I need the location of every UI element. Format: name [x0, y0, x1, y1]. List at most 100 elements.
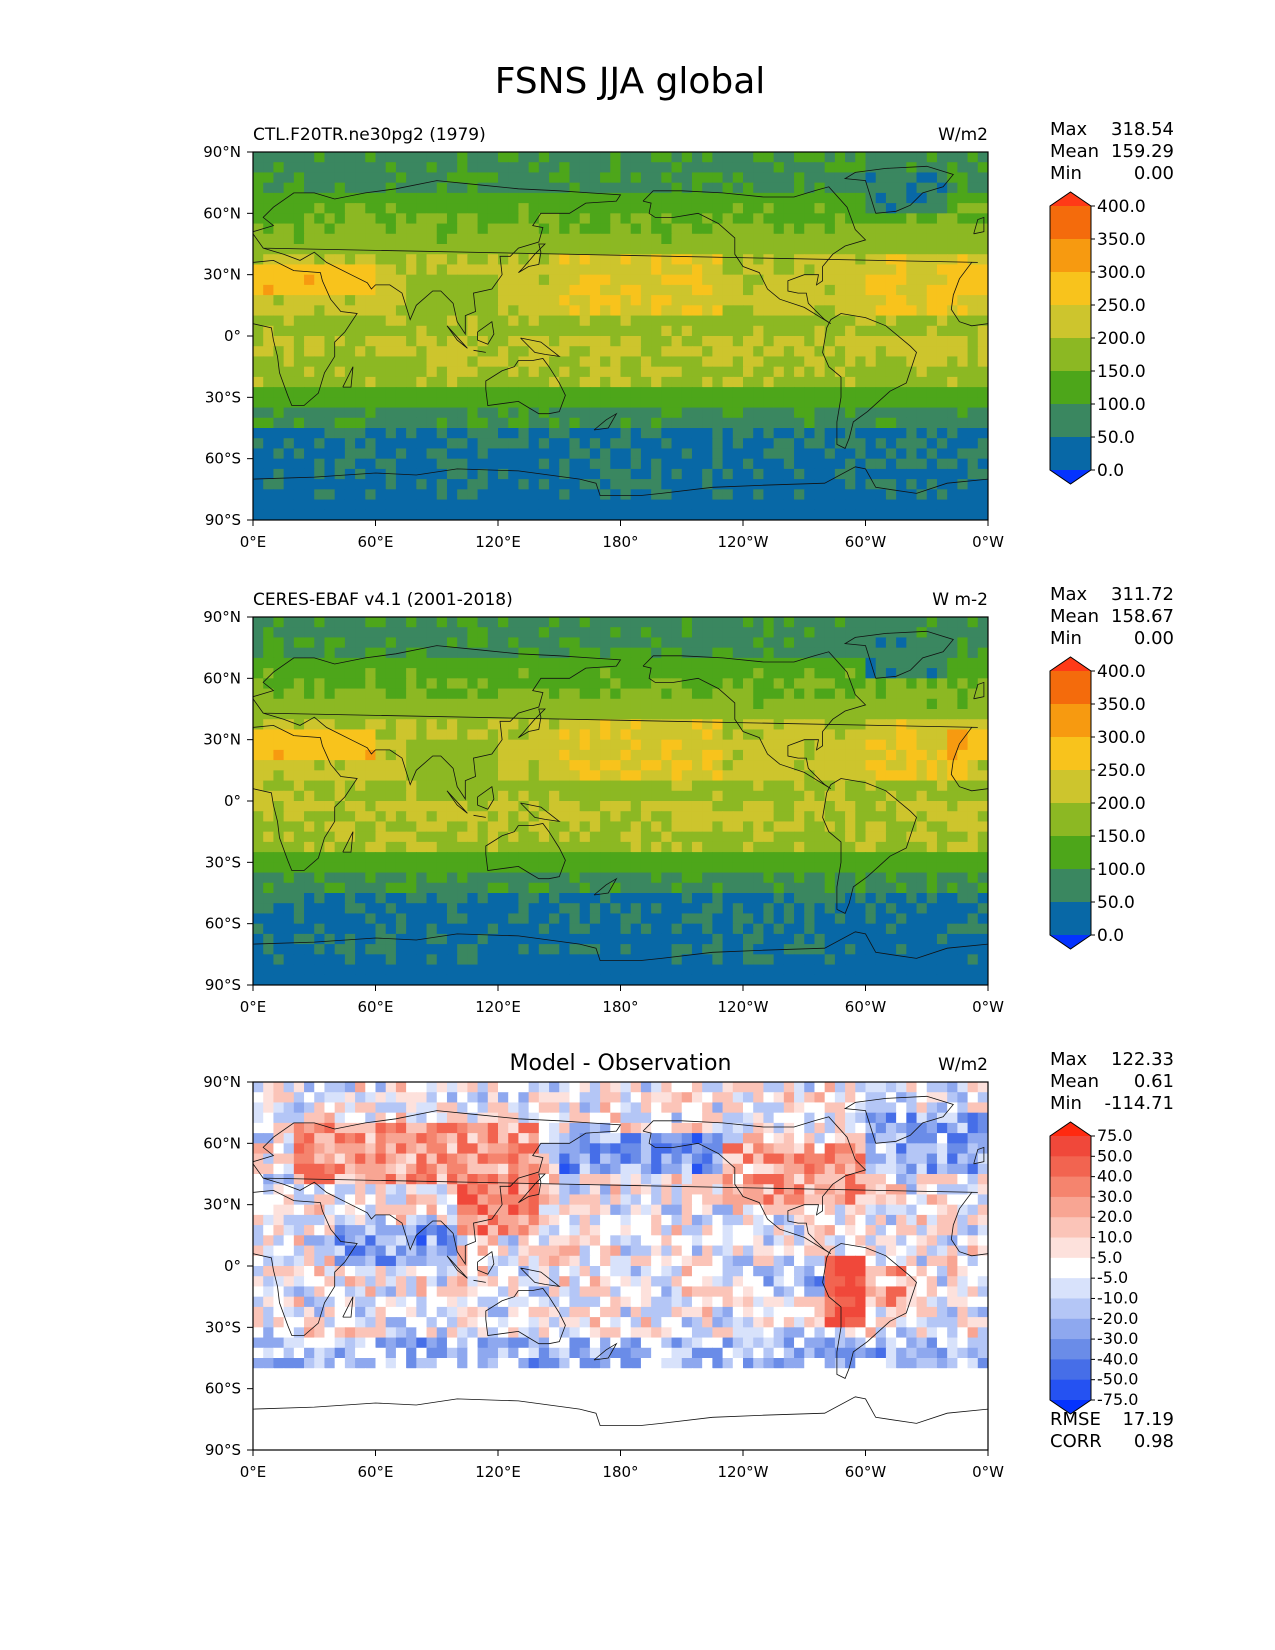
lon-tick-label: 60°W	[845, 998, 887, 1016]
lon-tick-label: 180°	[602, 533, 638, 551]
coastlines	[253, 630, 988, 961]
colorbar-band	[1050, 836, 1091, 870]
colorbar-band	[1050, 272, 1091, 306]
colorbar-extend-min	[1050, 470, 1091, 484]
lat-tick-label: 90°N	[203, 608, 241, 626]
colorbar-band	[1050, 1339, 1091, 1360]
lat-tick-label: 0°	[224, 1257, 241, 1275]
panel-model: CTL.F20TR.ne30pg2 (1979) W/m2 90°N 60°N 30°N…	[203, 119, 1174, 551]
colorbar-label: 100.0	[1097, 395, 1146, 415]
colorbar-label: 5.0	[1097, 1248, 1122, 1267]
colorbar-band	[1050, 437, 1091, 471]
colorbar-band	[1050, 1278, 1091, 1299]
colorbar-band	[1050, 206, 1091, 240]
colorbar-extend-min	[1050, 935, 1091, 949]
stat-label-mean: Mean	[1050, 606, 1099, 627]
panel-left-title: CERES-EBAF v4.1 (2001-2018)	[253, 590, 513, 610]
stat-label-min: Min	[1050, 628, 1082, 649]
lat-tick-label: 90°S	[205, 1441, 241, 1459]
lon-tick-label: 180°	[602, 1463, 638, 1481]
lon-tick-label: 60°W	[845, 533, 887, 551]
lat-tick-label: 90°N	[203, 1073, 241, 1091]
stat-label-max: Max	[1050, 119, 1088, 140]
colorbar-band	[1050, 338, 1091, 372]
colorbar-band	[1050, 1379, 1091, 1401]
lon-tick-label: 0°E	[240, 998, 267, 1016]
lat-tick-label: 60°N	[203, 204, 241, 222]
lon-tick-label: 60°E	[357, 1463, 393, 1481]
lon-tick-label: 120°W	[718, 533, 769, 551]
stat-label-min: Min	[1050, 163, 1082, 184]
colorbar-label: 50.0	[1097, 893, 1135, 913]
colorbar-label: 300.0	[1097, 263, 1146, 283]
colorbar-band	[1050, 1237, 1091, 1259]
lat-tick-label: 90°N	[203, 143, 241, 161]
stat-label-mean: Mean	[1050, 141, 1099, 162]
colorbar-band	[1050, 1217, 1091, 1239]
lat-tick-label: 60°N	[203, 1134, 241, 1152]
colorbar: 0.0 50.0 100.0 150.0 200.0 250.0 300.0 350.0 400…	[1049, 191, 1146, 485]
stat-value-mean: 0.61	[1134, 1071, 1174, 1092]
heatmap-field	[253, 152, 988, 520]
panel-left-title: CTL.F20TR.ne30pg2 (1979)	[253, 125, 486, 145]
colorbar-band	[1050, 404, 1091, 438]
lat-tick-label: 30°S	[205, 388, 241, 406]
lat-tick-label: 60°N	[203, 669, 241, 687]
coastlines	[253, 1095, 988, 1426]
colorbar-label: 50.0	[1097, 1146, 1133, 1165]
colorbar-label: 10.0	[1097, 1228, 1133, 1247]
colorbar-band	[1050, 305, 1091, 339]
colorbar-label: 75.0	[1097, 1126, 1133, 1145]
colorbar-label: 350.0	[1097, 695, 1146, 715]
lat-tick-label: 0°	[224, 792, 241, 810]
colorbar-band	[1050, 1359, 1091, 1381]
stat-value-min: 0.00	[1134, 163, 1174, 184]
lat-tick-label: 60°S	[205, 1380, 241, 1398]
stat-value-min: -114.71	[1105, 1093, 1174, 1114]
colorbar-band	[1050, 1257, 1091, 1279]
coastlines	[253, 165, 988, 496]
colorbar-label: 150.0	[1097, 827, 1146, 847]
stat-value-min: 0.00	[1134, 628, 1174, 649]
lat-tick-label: 30°N	[203, 731, 241, 749]
lon-tick-label: 0°W	[972, 998, 1004, 1016]
stat-label-mean: Mean	[1050, 1071, 1099, 1092]
panel-units: W/m2	[938, 1055, 988, 1075]
stat-label-max: Max	[1050, 1049, 1088, 1070]
colorbar-extend-max	[1050, 192, 1091, 206]
stat-value-max: 122.33	[1111, 1049, 1174, 1070]
colorbar-band	[1050, 671, 1091, 705]
lat-tick-label: 90°S	[205, 511, 241, 529]
lat-tick-label: 30°S	[205, 853, 241, 871]
lon-tick-label: 0°W	[972, 533, 1004, 551]
lat-tick-label: 60°S	[205, 915, 241, 933]
colorbar-band	[1050, 902, 1091, 936]
panel-observation: CERES-EBAF v4.1 (2001-2018) W m-2 90°N 60°N…	[203, 584, 1174, 1016]
colorbar-band	[1050, 704, 1091, 738]
lon-tick-label: 120°W	[718, 998, 769, 1016]
colorbar-label: -30.0	[1097, 1329, 1138, 1348]
colorbar-label: -10.0	[1097, 1288, 1138, 1307]
colorbar-extend-max	[1050, 1122, 1091, 1136]
colorbar-band	[1050, 869, 1091, 903]
colorbar-label: 0.0	[1097, 926, 1124, 946]
lon-tick-label: 180°	[602, 998, 638, 1016]
colorbar-extend-min	[1050, 1400, 1091, 1414]
panel-units: W/m2	[938, 125, 988, 145]
lon-tick-label: 120°E	[475, 1463, 521, 1481]
heatmap-field	[253, 1082, 988, 1450]
lon-tick-label: 0°E	[240, 1463, 267, 1481]
colorbar-band	[1050, 1176, 1091, 1198]
lon-tick-label: 120°E	[475, 533, 521, 551]
colorbar-band	[1050, 1156, 1091, 1178]
lat-tick-label: 30°N	[203, 266, 241, 284]
colorbar-label: 200.0	[1097, 794, 1146, 814]
colorbar-band	[1050, 1136, 1091, 1157]
colorbar-label: 50.0	[1097, 428, 1135, 448]
metric-label-rmse: RMSE	[1050, 1409, 1101, 1430]
colorbar-extend-max	[1050, 657, 1091, 671]
colorbar-label: 400.0	[1097, 197, 1146, 217]
colorbar: 0.0 50.0 100.0 150.0 200.0 250.0 300.0 350.0 400…	[1049, 656, 1146, 950]
heatmap-field	[253, 617, 988, 985]
